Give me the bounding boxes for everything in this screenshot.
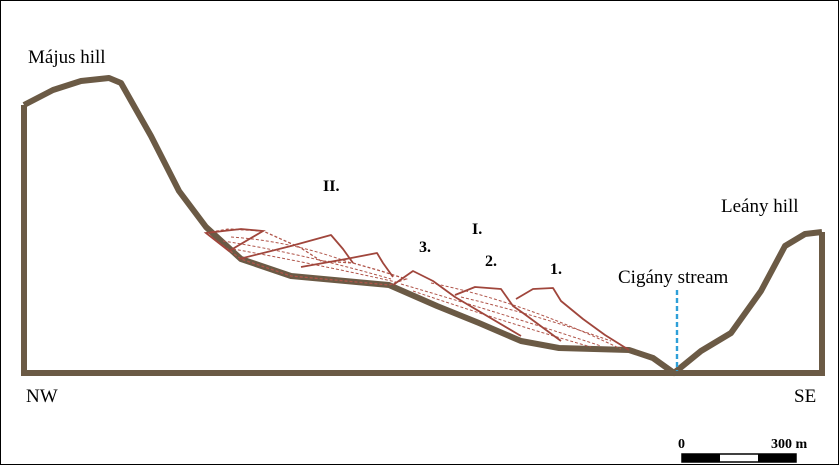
landslide-group-i-label: I. (472, 221, 482, 238)
landslide-group-ii-label: II. (323, 178, 339, 195)
slide-scarp-ii-a (203, 228, 266, 253)
scale-bar: 0 300 m (678, 437, 808, 463)
majus-hill-label: Május hill (28, 47, 106, 68)
slide-scarp-ii-c (300, 252, 394, 278)
profile-frame (21, 105, 825, 376)
slide-1-label: 1. (550, 261, 562, 278)
slide-2-label: 2. (485, 253, 497, 270)
slide-1-outline (515, 287, 630, 351)
slide-scarp-ii-b (238, 234, 354, 264)
cigany-stream-label: Cigány stream (618, 267, 729, 288)
se-direction-label: SE (794, 386, 816, 407)
nw-direction-label: NW (26, 386, 58, 407)
scale-bar-segment-1 (682, 454, 720, 462)
landslide-layering-i (400, 282, 622, 350)
terrain-surface (22, 75, 823, 376)
slide-3-label: 3. (419, 239, 431, 256)
scale-start-label: 0 (678, 437, 685, 452)
slide-2-outline (454, 286, 562, 342)
leany-hill-label: Leány hill (721, 196, 799, 217)
slide-3-outline (392, 270, 522, 337)
landslide-bodies (203, 228, 630, 351)
scale-bar-segment-3 (758, 454, 796, 462)
scale-end-label: 300 m (771, 437, 808, 452)
